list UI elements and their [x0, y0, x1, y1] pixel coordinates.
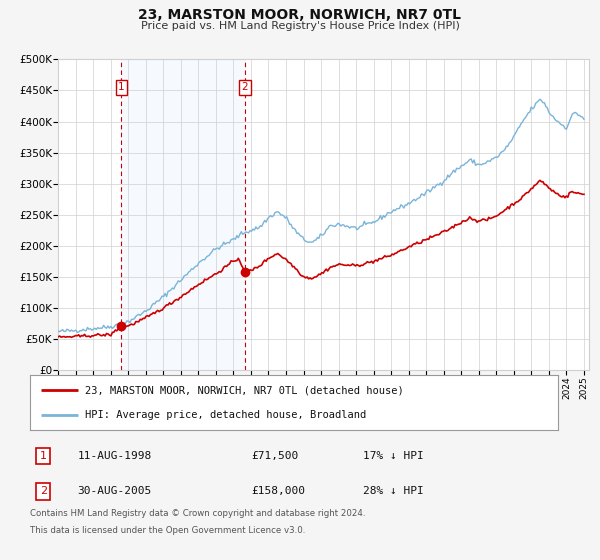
Text: Price paid vs. HM Land Registry's House Price Index (HPI): Price paid vs. HM Land Registry's House …: [140, 21, 460, 31]
Text: This data is licensed under the Open Government Licence v3.0.: This data is licensed under the Open Gov…: [30, 526, 305, 535]
Text: 1: 1: [118, 82, 125, 92]
Text: 30-AUG-2005: 30-AUG-2005: [77, 486, 152, 496]
Text: 2: 2: [242, 82, 248, 92]
Text: £71,500: £71,500: [252, 451, 299, 461]
Text: 1: 1: [40, 451, 47, 461]
Text: 28% ↓ HPI: 28% ↓ HPI: [362, 486, 424, 496]
Text: 17% ↓ HPI: 17% ↓ HPI: [362, 451, 424, 461]
Bar: [121, 59, 245, 370]
Text: 23, MARSTON MOOR, NORWICH, NR7 0TL: 23, MARSTON MOOR, NORWICH, NR7 0TL: [139, 8, 461, 22]
Text: 11-AUG-1998: 11-AUG-1998: [77, 451, 152, 461]
Text: 2: 2: [40, 486, 47, 496]
Text: HPI: Average price, detached house, Broadland: HPI: Average price, detached house, Broa…: [85, 410, 367, 420]
Text: £158,000: £158,000: [252, 486, 306, 496]
Text: Contains HM Land Registry data © Crown copyright and database right 2024.: Contains HM Land Registry data © Crown c…: [30, 509, 365, 518]
Text: 23, MARSTON MOOR, NORWICH, NR7 0TL (detached house): 23, MARSTON MOOR, NORWICH, NR7 0TL (deta…: [85, 385, 404, 395]
